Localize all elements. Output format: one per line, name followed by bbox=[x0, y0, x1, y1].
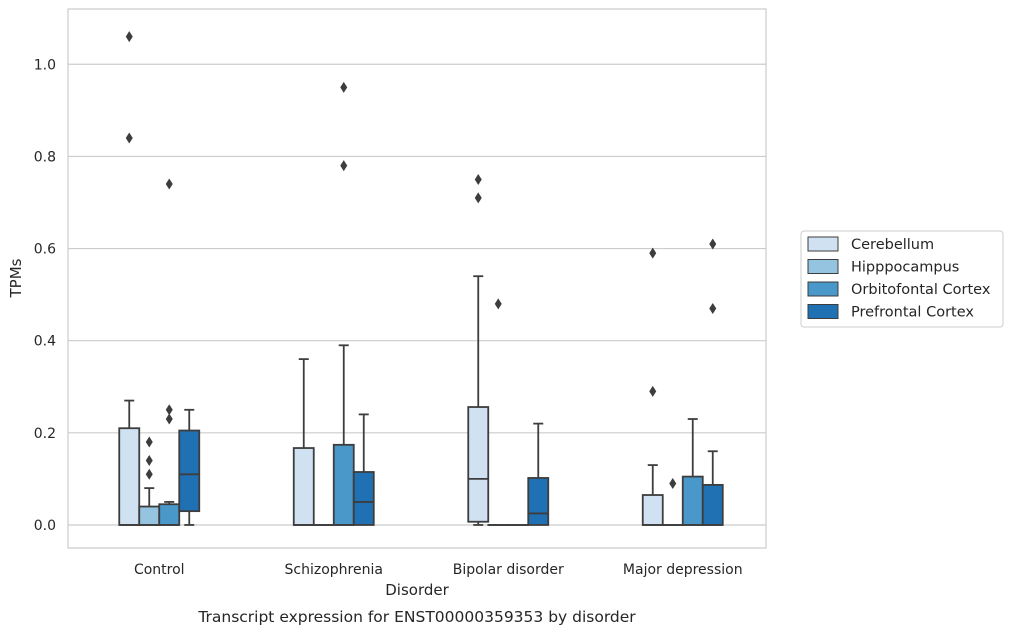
box-prefrontal-cortex bbox=[352, 413, 375, 526]
box-iqr bbox=[158, 503, 181, 526]
outlier-point bbox=[165, 413, 173, 425]
legend-label: Orbitofontal Cortex bbox=[851, 282, 991, 298]
x-tick-label: Control bbox=[134, 562, 185, 578]
legend-frame bbox=[800, 230, 1004, 328]
legend-label: Prefrontal Cortex bbox=[851, 305, 974, 321]
box-cerebellum bbox=[467, 173, 490, 526]
y-axis-title: TPMs bbox=[7, 258, 25, 298]
box-iqr bbox=[467, 406, 490, 523]
x-axis-title: Disorder bbox=[385, 581, 449, 599]
x-tick-labels: Control Schizophrenia Bipolar disorder Majo… bbox=[134, 562, 743, 578]
y-tick-label: 0.4 bbox=[34, 334, 56, 350]
x-tick-label: Bipolar disorder bbox=[453, 562, 564, 578]
outlier-point bbox=[709, 238, 717, 250]
outlier-point bbox=[145, 436, 153, 448]
box-iqr bbox=[138, 505, 161, 526]
legend-swatch bbox=[807, 259, 839, 274]
box-iqr bbox=[641, 494, 664, 526]
x-tick-label: Major depression bbox=[623, 562, 743, 578]
outlier-point bbox=[165, 178, 173, 190]
box-iqr bbox=[352, 471, 375, 526]
legend-swatch bbox=[807, 236, 839, 252]
outlier-point bbox=[125, 31, 133, 43]
outlier-point bbox=[145, 454, 153, 466]
legend-swatch bbox=[807, 304, 839, 319]
outlier-point bbox=[165, 404, 173, 416]
box-series bbox=[118, 31, 724, 526]
box-iqr bbox=[118, 427, 141, 526]
y-tick-label: 0.6 bbox=[34, 242, 56, 258]
y-tick-label: 0.0 bbox=[34, 518, 56, 534]
outlier-point bbox=[474, 173, 482, 185]
outlier-point bbox=[145, 468, 153, 480]
box-cerebellum bbox=[118, 31, 141, 526]
outlier-point bbox=[669, 478, 677, 490]
box-iqr bbox=[681, 475, 704, 526]
y-tick-label: 0.8 bbox=[34, 149, 56, 165]
box-iqr bbox=[527, 477, 550, 526]
legend-label: Hipppocampus bbox=[851, 260, 959, 276]
box-orbitofontal-cortex bbox=[158, 178, 181, 526]
legend-swatch bbox=[807, 281, 839, 297]
y-tick-label: 0.2 bbox=[34, 426, 56, 442]
outlier-point bbox=[494, 298, 502, 310]
outlier-point bbox=[125, 132, 133, 144]
x-tick-label: Schizophrenia bbox=[285, 562, 383, 578]
box-orbitofontal-cortex bbox=[332, 81, 355, 526]
outlier-point bbox=[709, 302, 717, 314]
outlier-point bbox=[649, 247, 657, 259]
chart-caption: Transcript expression for ENST0000035935… bbox=[197, 608, 636, 626]
box-hipppocampus bbox=[138, 436, 161, 526]
y-tick-labels: 0.0 0.2 0.4 0.6 0.8 1.0 bbox=[34, 57, 56, 534]
legend: Cerebellum Hipppocampus Orbitofontal Corte… bbox=[800, 230, 1004, 328]
box-iqr bbox=[701, 483, 724, 526]
box-prefrontal-cortex bbox=[701, 238, 724, 526]
y-tick-label: 1.0 bbox=[34, 57, 56, 73]
box-iqr bbox=[292, 447, 315, 526]
legend-label: Cerebellum bbox=[851, 237, 934, 253]
box-prefrontal-cortex bbox=[527, 422, 550, 526]
box-iqr bbox=[178, 429, 201, 513]
outlier-point bbox=[474, 192, 482, 204]
box-cerebellum bbox=[641, 247, 664, 526]
plot-frame bbox=[67, 8, 767, 549]
outlier-point bbox=[649, 385, 657, 397]
box-cerebellum bbox=[292, 358, 315, 526]
outlier-point bbox=[340, 81, 348, 93]
outlier-point bbox=[340, 160, 348, 172]
box-iqr bbox=[332, 443, 355, 526]
box-prefrontal-cortex bbox=[178, 408, 201, 526]
